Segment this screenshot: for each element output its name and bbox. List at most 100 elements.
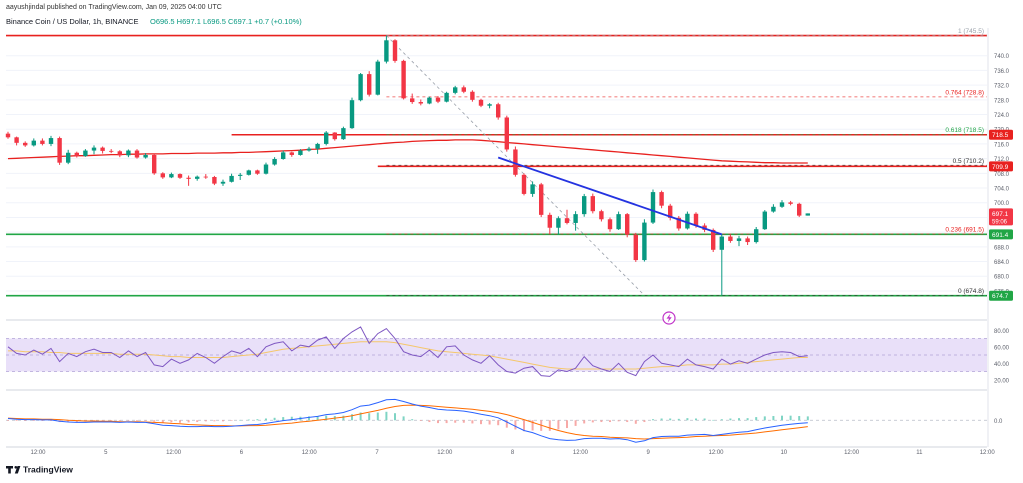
trend-line <box>497 156 723 236</box>
fibonacci-retracement[interactable]: 1 (745.5) 0.764 (728.8) 0.618 (718.5) 0.5 (… <box>386 28 987 296</box>
candle-body <box>788 202 793 204</box>
macd-histogram-bar <box>746 418 749 421</box>
macd-histogram-bar <box>523 420 525 432</box>
price-tick-label: 740.0 <box>994 54 1010 60</box>
macd-histogram-bar <box>110 420 113 421</box>
price-tick-label: 716.0 <box>994 142 1010 148</box>
macd-histogram-bar <box>634 420 637 424</box>
candle-body <box>349 100 355 129</box>
macd-histogram-bar <box>144 420 147 421</box>
candle-body <box>642 222 647 261</box>
macd-histogram-bar <box>351 414 353 421</box>
candle-body <box>650 192 656 223</box>
macd-histogram-bar <box>480 420 482 425</box>
price-tags: 718.5 709.9 697.159:06 691.4 674.7 <box>989 129 1013 301</box>
candle-body <box>263 164 269 174</box>
candle-body <box>281 152 286 160</box>
tradingview-logo[interactable]: TradingView <box>6 465 73 475</box>
macd-histogram-bar <box>591 420 594 423</box>
candle-body <box>762 211 767 230</box>
time-tick-label: 8 <box>511 450 515 456</box>
macd-histogram-bar <box>738 418 740 421</box>
candle-body <box>91 147 97 151</box>
candle-body <box>31 140 36 146</box>
price-tag-label: 691.4 <box>992 232 1009 239</box>
macd-histogram-bar <box>170 420 173 423</box>
price-tick-label: 732.0 <box>994 84 1010 90</box>
candles <box>5 35 810 296</box>
candle-body <box>367 74 372 95</box>
price-tag-label: 709.9 <box>992 164 1009 171</box>
time-tick-label: 6 <box>240 450 244 456</box>
macd-histogram-bar <box>282 417 285 421</box>
candle-body <box>547 214 552 228</box>
fib-level-label: 1 (745.5) <box>958 28 984 35</box>
candle-body <box>470 91 475 100</box>
candle-body <box>5 133 11 138</box>
brand-text: TradingView <box>23 465 73 475</box>
macd-line <box>7 398 808 443</box>
rsi-tick-label: 20.00 <box>994 378 1010 384</box>
candle-body <box>607 219 613 230</box>
macd-histogram-bar <box>454 420 457 423</box>
candle-body <box>711 229 716 250</box>
price-tag-label: 718.5 <box>992 132 1009 139</box>
candle-body <box>272 159 277 165</box>
macd-histogram-bar <box>247 419 250 421</box>
price-tick-label: 704.0 <box>994 187 1010 193</box>
fib-level-label: 0 (674.8) <box>958 288 984 295</box>
price-tag-box <box>989 290 1013 301</box>
rsi-tick-label: 60.00 <box>994 345 1010 351</box>
candle-body <box>375 61 380 95</box>
time-axis[interactable]: 12:00 5 12:00 6 12:00 7 12:00 8 12:00 9 12:00 10 12:… <box>30 450 995 456</box>
macd-histogram-bar <box>153 420 156 422</box>
macd-histogram-bar <box>505 420 508 428</box>
macd-pane[interactable]: 0.0 <box>6 398 1003 443</box>
macd-histogram-bar <box>600 420 603 423</box>
candle-body <box>134 150 140 158</box>
trend-line-group[interactable] <box>497 156 723 236</box>
lightning-icon[interactable] <box>662 311 676 325</box>
price-tick-label: 728.0 <box>994 98 1010 104</box>
macd-histogram-bar <box>428 420 431 423</box>
macd-histogram-bar <box>574 420 577 426</box>
macd-histogram-bar <box>308 416 310 421</box>
rsi-tick-label: 80.00 <box>994 329 1010 335</box>
macd-histogram-bar <box>118 420 121 421</box>
macd-histogram-bar <box>755 417 758 421</box>
candle-body <box>40 140 45 144</box>
rsi-tick-label: 40.00 <box>994 362 1010 368</box>
price-tick-label: 708.0 <box>994 172 1010 178</box>
candle-body <box>203 176 208 178</box>
price-tag-label: 674.7 <box>992 293 1009 300</box>
price-tick-label: 680.0 <box>994 275 1010 281</box>
macd-histogram-bar <box>187 420 190 423</box>
macd-histogram-bar <box>239 419 242 421</box>
macd-histogram-bar <box>136 420 138 421</box>
macd-histogram-bar <box>179 420 181 423</box>
macd-histogram-bar <box>703 418 706 421</box>
candle-body <box>805 213 810 216</box>
rsi-pane[interactable]: 20.00 40.00 60.00 80.00 <box>6 326 1010 384</box>
candle-body <box>616 214 621 230</box>
author-line: aayushjindal published on TradingView.co… <box>6 4 222 11</box>
macd-histogram-bar <box>394 413 396 421</box>
time-tick-label: 12:00 <box>302 450 318 456</box>
candle-body <box>599 211 604 220</box>
macd-histogram-bar <box>24 420 27 421</box>
price-tag-box <box>989 161 1013 172</box>
candle-body <box>564 218 570 223</box>
candle-body <box>496 104 501 118</box>
macd-histogram-bar <box>67 420 70 423</box>
candle-body <box>693 213 699 226</box>
candle-body <box>573 214 578 223</box>
macd-histogram-bar <box>617 420 620 422</box>
candle-body <box>74 152 79 157</box>
macd-histogram-bar <box>531 420 534 431</box>
candle-body <box>220 181 226 184</box>
candle-body <box>444 92 449 102</box>
time-tick-label: 7 <box>375 450 379 456</box>
